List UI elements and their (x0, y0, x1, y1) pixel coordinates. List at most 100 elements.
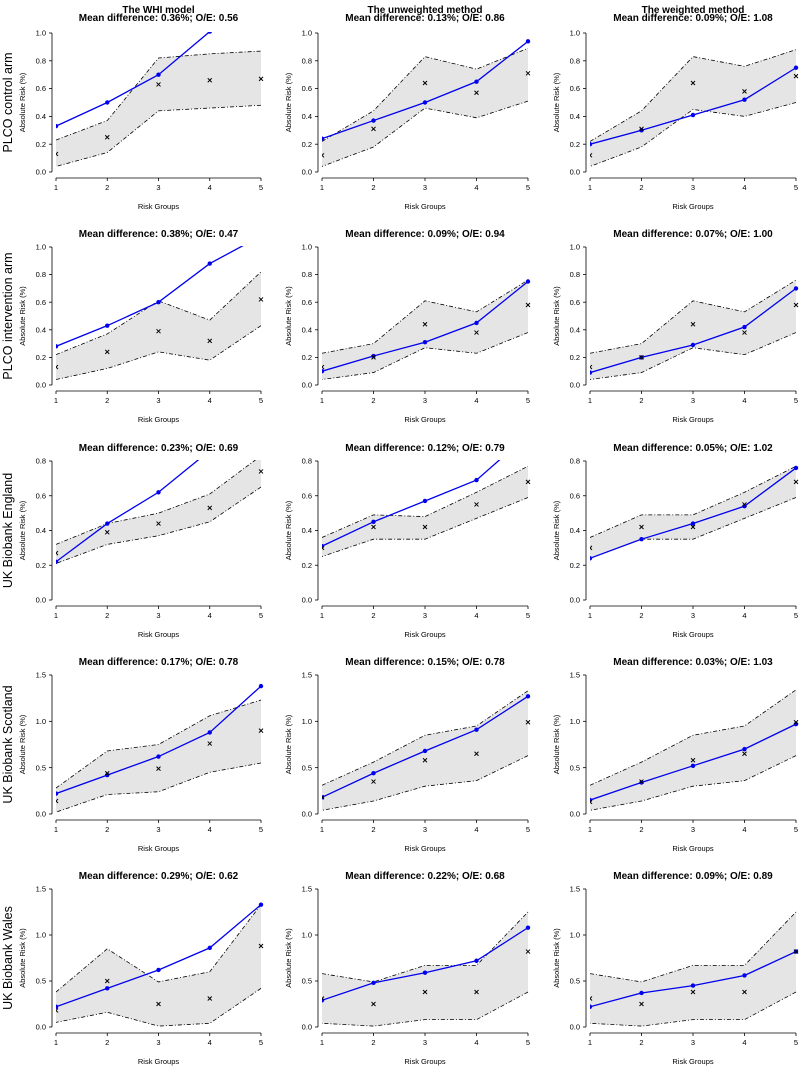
predicted-point (207, 945, 212, 951)
x-axis-label: Risk Groups (138, 844, 180, 853)
x-tick-label: 4 (474, 825, 478, 834)
row-label: UK Biobank Scotland (1, 685, 15, 803)
column-title: The WHI model (122, 5, 194, 16)
observed-marker (590, 799, 593, 805)
y-axis-label: Absolute Risk (%) (18, 72, 27, 132)
x-axis-label: Risk Groups (138, 630, 180, 639)
observed-marker (156, 766, 161, 771)
plot-area (322, 39, 531, 167)
observed-marker-stroke (258, 943, 264, 949)
observed-marker (639, 1001, 644, 1007)
x-tick-label: 4 (474, 183, 478, 192)
y-tick-label: 1.5 (302, 671, 312, 680)
observed-marker-stroke (156, 1001, 161, 1007)
observed-marker-stroke (371, 779, 376, 784)
observed-marker (639, 524, 644, 530)
y-tick-label: 1.5 (36, 885, 46, 894)
y-tick-label: 1.0 (570, 717, 580, 726)
observed-marker-stroke (104, 529, 110, 535)
ci-band-upper (590, 49, 797, 142)
row-label: PLCO intervention arm (1, 252, 15, 379)
observed-marker-stroke (322, 796, 325, 800)
observed-marker (474, 330, 479, 335)
observed-marker (474, 989, 479, 995)
observed-marker (525, 479, 531, 485)
y-tick-label: 1.0 (302, 243, 312, 252)
observed-marker (690, 757, 696, 763)
x-tick-label: 2 (371, 396, 375, 405)
ci-band-lower (590, 332, 797, 380)
y-tick-label: 0.4 (36, 112, 46, 121)
ci-band-upper (322, 690, 529, 786)
x-tick-label: 5 (526, 183, 530, 192)
predicted-point (742, 97, 747, 102)
x-tick-label: 3 (423, 825, 427, 834)
panel-subtitle: Mean difference: 0.09%; O/E: 0.94 (345, 229, 505, 240)
predicted-point (371, 118, 376, 123)
y-tick-label: 0.4 (36, 325, 46, 334)
observed-marker (793, 302, 799, 308)
x-tick-label: 3 (156, 611, 160, 620)
x-tick-label: 4 (474, 396, 478, 405)
observed-marker-stroke (258, 297, 264, 302)
predicted-point (105, 323, 110, 328)
observed-marker (258, 943, 264, 949)
y-tick-label: 0.6 (36, 84, 46, 93)
y-tick-label: 0.8 (570, 270, 580, 279)
y-tick-label: 0.2 (570, 353, 580, 362)
observed-marker-stroke (56, 552, 59, 556)
y-tick-label: 0.4 (36, 526, 46, 535)
observed-marker-stroke (639, 355, 644, 360)
observed-marker (371, 355, 376, 360)
predicted-point (422, 748, 428, 754)
observed-marker-stroke (639, 126, 644, 132)
x-tick-label: 3 (423, 611, 427, 620)
predicted-point (156, 300, 161, 305)
predicted-point (690, 112, 696, 118)
observed-marker-stroke (474, 751, 479, 757)
y-tick-label: 0.6 (570, 298, 580, 307)
observed-marker-stroke (742, 989, 747, 995)
predicted-point (56, 123, 59, 129)
observed-marker (422, 989, 428, 995)
observed-marker (258, 728, 264, 733)
plot-area (590, 279, 799, 380)
observed-marker-stroke (104, 134, 110, 140)
x-axis-label: Risk Groups (672, 844, 714, 853)
y-axis-label: Absolute Risk (%) (552, 286, 561, 346)
observed-marker-stroke (590, 154, 593, 158)
y-tick-label: 0.0 (36, 596, 46, 605)
observed-marker-stroke (690, 321, 696, 327)
x-tick-label: 1 (320, 1038, 324, 1047)
x-tick-label: 1 (54, 825, 58, 834)
plot-area (590, 49, 799, 167)
x-tick-label: 5 (794, 825, 798, 834)
observed-marker (322, 996, 325, 1001)
x-tick-label: 5 (794, 183, 798, 192)
ci-band-lower (590, 991, 797, 1027)
observed-marker-stroke (56, 1008, 59, 1012)
y-tick-label: 0.8 (570, 457, 580, 466)
predicted-point (793, 65, 799, 70)
observed-marker-stroke (56, 366, 59, 370)
panel: Mean difference: 0.09%; O/E: 0.89 0.0 0.5 1… (552, 871, 799, 1066)
observed-marker-stroke (422, 80, 428, 86)
y-tick-label: 0.2 (302, 140, 312, 149)
x-tick-label: 2 (105, 183, 109, 192)
panel: Mean difference: 0.12%; O/E: 0.79 0.0 0.2 0… (284, 443, 531, 639)
predicted-point (322, 369, 325, 374)
observed-marker (422, 321, 428, 327)
x-tick-label: 1 (588, 396, 592, 405)
x-axis-label: Risk Groups (404, 415, 446, 424)
y-axis-label: Absolute Risk (%) (18, 928, 27, 988)
x-tick-label: 3 (156, 825, 160, 834)
predicted-point (474, 727, 479, 732)
row-label: PLCO control arm (1, 52, 15, 152)
row-label: UK Biobank Wales (1, 906, 15, 1010)
predicted-point (56, 559, 59, 564)
plot-area (590, 465, 799, 561)
x-tick-label: 3 (423, 1038, 427, 1047)
predicted-point (156, 967, 161, 973)
observed-marker-stroke (258, 728, 264, 733)
x-tick-label: 1 (320, 611, 324, 620)
